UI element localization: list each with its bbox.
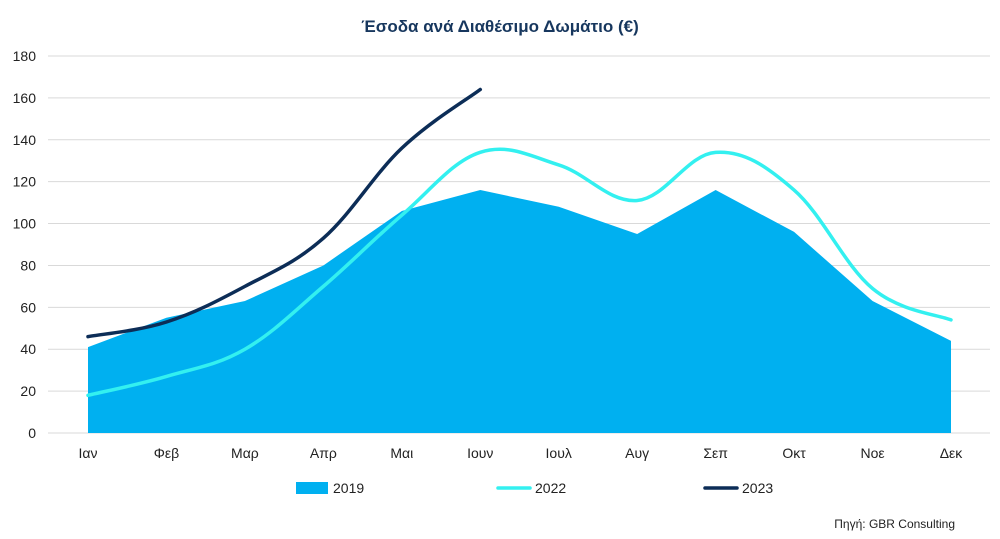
- y-tick-label: 120: [13, 174, 37, 190]
- x-tick-label: Δεκ: [940, 445, 964, 461]
- y-tick-label: 140: [13, 132, 37, 148]
- source-note: Πηγή: GBR Consulting: [834, 517, 955, 531]
- x-tick-label: Μαρ: [231, 445, 259, 461]
- x-tick-label: Φεβ: [154, 445, 179, 461]
- x-tick-label: Μαι: [390, 445, 413, 461]
- series-line-2023: [86, 87, 483, 339]
- x-tick-label: Ιουν: [467, 445, 493, 461]
- series-line-2022: [86, 147, 953, 398]
- legend-label-2019: 2019: [333, 480, 364, 496]
- x-tick-label: Οκτ: [782, 445, 806, 461]
- y-tick-label: 180: [13, 48, 37, 64]
- x-tick-label: Ιουλ: [546, 445, 572, 461]
- x-tick-label: Σεπ: [703, 445, 728, 461]
- y-tick-label: 0: [28, 425, 36, 441]
- y-tick-label: 40: [20, 341, 36, 357]
- legend: 2019 2022 2023: [296, 480, 773, 496]
- legend-swatch-2019: [296, 482, 328, 494]
- x-tick-label: Ιαν: [79, 445, 98, 461]
- x-tick-label: Απρ: [310, 445, 337, 461]
- x-tick-label: Νοε: [860, 445, 884, 461]
- legend-label-2022: 2022: [535, 480, 566, 496]
- y-tick-label: 80: [20, 257, 36, 273]
- y-tick-label: 160: [13, 90, 37, 106]
- y-tick-label: 100: [13, 216, 37, 232]
- legend-label-2023: 2023: [742, 480, 773, 496]
- series-area-2019: [88, 190, 951, 433]
- y-tick-label: 20: [20, 383, 36, 399]
- x-tick-label: Αυγ: [625, 445, 649, 461]
- axis-layer: 0 20 40 60 80 100 120 140 160 180 Ιαν Φεβ Μαρ Απρ Μαι Ι…: [13, 48, 964, 461]
- series-layer: [86, 87, 953, 433]
- y-tick-label: 60: [20, 299, 36, 315]
- chart-title: Έσοδα ανά Διαθέσιμο Δωμάτιο (€): [361, 17, 639, 36]
